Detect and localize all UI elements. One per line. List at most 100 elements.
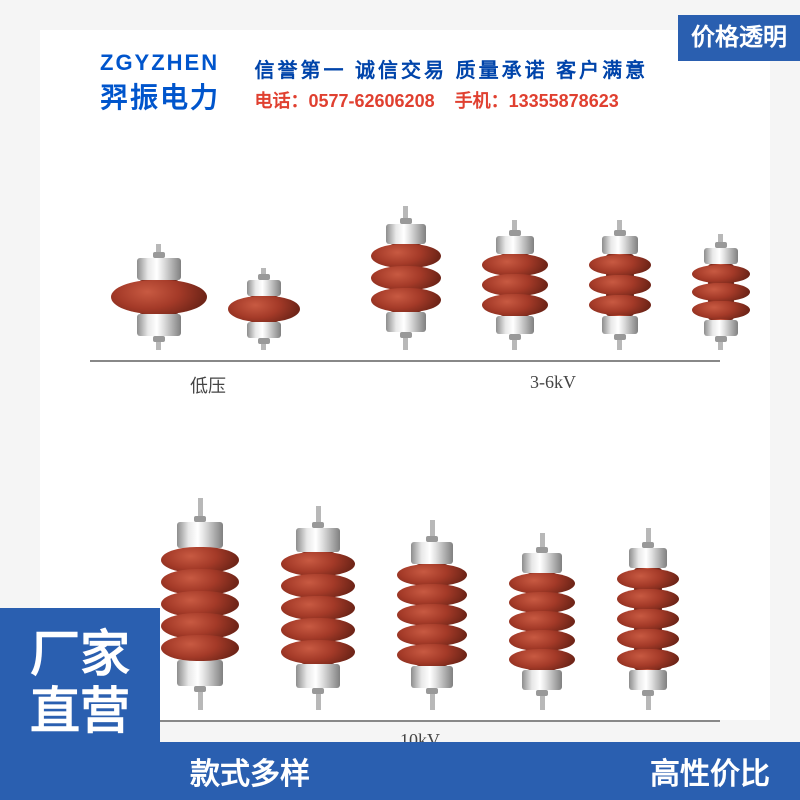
header: ZGYZHEN 羿振电力 信誉第一 诚信交易 质量承诺 客户满意 电话：0577… xyxy=(100,50,710,130)
product-catalog-page: ZGYZHEN 羿振电力 信誉第一 诚信交易 质量承诺 客户满意 电话：0577… xyxy=(0,0,800,800)
end-cap-top xyxy=(137,258,181,280)
terminal-top xyxy=(156,244,161,258)
bottom-bar-value: 高性价比 xyxy=(650,749,770,793)
shed xyxy=(397,624,467,646)
end-cap-top xyxy=(704,248,738,264)
end-cap-top xyxy=(522,553,562,573)
shed xyxy=(617,609,679,629)
insulator-body xyxy=(509,573,575,670)
end-cap-bottom xyxy=(137,314,181,336)
terminal-top xyxy=(617,220,622,236)
shed xyxy=(228,296,300,322)
category-label-low: 低压 xyxy=(190,372,226,398)
insulator-body xyxy=(161,548,239,660)
shed xyxy=(617,649,679,669)
terminal-top xyxy=(718,234,723,248)
terminal-bottom xyxy=(430,688,435,710)
shed xyxy=(509,630,575,651)
divider-1 xyxy=(90,360,720,362)
badge-price-text: 价格透明 xyxy=(691,24,787,52)
product-group-10kv xyxy=(140,420,700,710)
terminal-bottom xyxy=(156,336,161,350)
terminal-bottom xyxy=(718,336,723,350)
logo-block: ZGYZHEN 羿振电力 xyxy=(100,50,220,116)
phone-number: 0577-62606208 xyxy=(308,91,434,111)
end-cap-top xyxy=(296,528,340,552)
end-cap-top xyxy=(411,542,453,564)
shed xyxy=(397,604,467,626)
shed xyxy=(509,592,575,613)
mobile-number: 13355878623 xyxy=(509,91,619,111)
insulator-body xyxy=(692,264,750,320)
end-cap-bottom xyxy=(386,312,426,332)
arrester xyxy=(228,268,300,350)
shed xyxy=(281,618,355,642)
shed xyxy=(589,255,651,275)
terminal-bottom xyxy=(617,334,622,350)
logo-en: ZGYZHEN xyxy=(100,50,220,76)
shed xyxy=(371,266,441,290)
shed xyxy=(482,294,548,316)
mobile-label: 手机： xyxy=(455,91,509,111)
end-cap-top xyxy=(602,236,638,254)
header-right: 信誉第一 诚信交易 质量承诺 客户满意 电话：0577-62606208 手机：… xyxy=(254,54,648,113)
shed xyxy=(281,640,355,664)
shed xyxy=(111,280,207,314)
product-group-low-voltage xyxy=(100,170,310,350)
bottom-bar-variety: 款式多样 xyxy=(190,749,310,793)
shed xyxy=(397,644,467,666)
insulator-body xyxy=(281,552,355,664)
insulator-body xyxy=(397,564,467,666)
insulator-body xyxy=(228,296,300,322)
end-cap-top xyxy=(177,522,223,548)
shed xyxy=(692,301,750,319)
insulator-body xyxy=(482,254,548,316)
arrester xyxy=(692,234,750,350)
shed xyxy=(692,265,750,283)
end-cap-bottom xyxy=(411,666,453,688)
terminal-bottom xyxy=(198,686,203,710)
shed xyxy=(692,283,750,301)
shed xyxy=(371,288,441,312)
end-cap-bottom xyxy=(602,316,638,334)
product-group-3-6kv xyxy=(350,150,770,350)
shed xyxy=(509,649,575,670)
phone-label: 电话： xyxy=(254,91,308,111)
terminal-bottom xyxy=(261,338,266,350)
shed xyxy=(617,569,679,589)
terminal-bottom xyxy=(512,334,517,350)
shed xyxy=(397,584,467,606)
shed xyxy=(371,244,441,268)
shed xyxy=(281,596,355,620)
shed xyxy=(281,552,355,576)
arrester xyxy=(509,533,575,710)
shed xyxy=(617,629,679,649)
terminal-top xyxy=(316,506,321,528)
terminal-top xyxy=(261,268,266,280)
logo-cn: 羿振电力 xyxy=(100,76,220,116)
end-cap-bottom xyxy=(177,660,223,686)
arrester xyxy=(371,206,441,350)
end-cap-bottom xyxy=(296,664,340,688)
terminal-bottom xyxy=(316,688,321,710)
terminal-bottom xyxy=(540,690,545,710)
contact-line: 电话：0577-62606208 手机：13355878623 xyxy=(254,87,648,113)
insulator-body xyxy=(589,254,651,316)
badge-price-transparent: 价格透明 xyxy=(678,15,800,61)
terminal-bottom xyxy=(403,332,408,350)
terminal-top xyxy=(430,520,435,542)
bottom-bar: 款式多样 高性价比 xyxy=(0,742,800,800)
badge-factory-line2: 直营 xyxy=(30,683,130,741)
end-cap-bottom xyxy=(247,322,281,338)
insulator-body xyxy=(111,280,207,314)
divider-2 xyxy=(90,720,720,722)
terminal-top xyxy=(512,220,517,236)
shed xyxy=(482,254,548,276)
shed xyxy=(509,573,575,594)
insulator-body xyxy=(371,244,441,312)
category-label-mid: 3-6kV xyxy=(530,372,576,393)
shed xyxy=(589,295,651,315)
arrester xyxy=(111,244,207,350)
arrester xyxy=(161,498,239,710)
end-cap-top xyxy=(496,236,534,254)
